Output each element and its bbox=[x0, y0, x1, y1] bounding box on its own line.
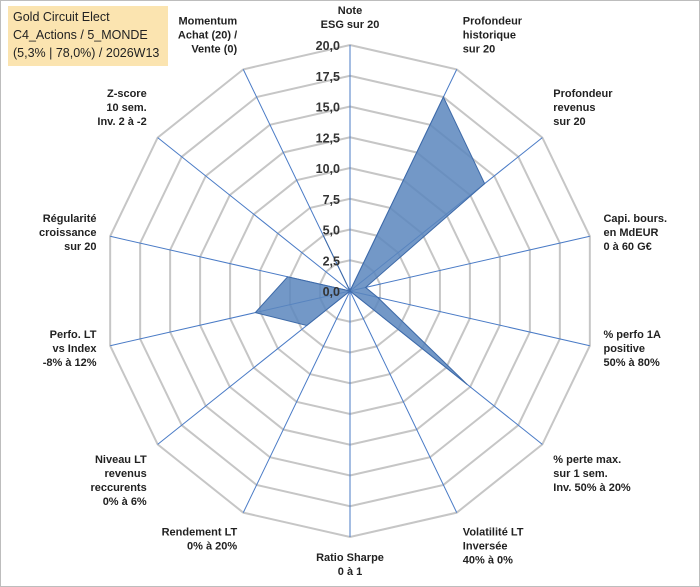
category-label: Momentum Achat (20) / Vente (0) bbox=[178, 16, 238, 56]
tick-label: 12,5 bbox=[316, 131, 340, 145]
axis-spoke bbox=[157, 137, 351, 292]
tick-label: 15,0 bbox=[316, 101, 340, 115]
tick-label: 5,0 bbox=[323, 224, 340, 238]
tick-label: 17,5 bbox=[316, 70, 340, 84]
category-label: Ratio Sharpe 0 à 1 bbox=[316, 552, 384, 578]
category-label: Profondeur historique sur 20 bbox=[463, 16, 523, 56]
category-label: Z-score 10 sem. Inv. 2 à -2 bbox=[97, 88, 146, 128]
axis-spoke bbox=[349, 235, 590, 292]
tick-label: 10,0 bbox=[316, 162, 340, 176]
category-label: Capi. bours. en MdEUR 0 à 60 G€ bbox=[603, 213, 667, 253]
title-line-3: (5,3% | 78,0%) / 2026W13 bbox=[13, 46, 160, 60]
axis-spoke bbox=[349, 290, 590, 347]
tick-label: 20,0 bbox=[316, 39, 340, 53]
category-label: Note ESG sur 20 bbox=[321, 5, 380, 31]
title-box: Gold Circuit Elect C4_Actions / 5_MONDE … bbox=[8, 6, 168, 66]
tick-label: 7,5 bbox=[323, 193, 340, 207]
axis-spoke bbox=[349, 290, 458, 513]
category-label: Rendement LT 0% à 20% bbox=[162, 526, 238, 552]
category-label: Profondeur revenus sur 20 bbox=[553, 88, 613, 128]
tick-label: 0,0 bbox=[323, 285, 340, 299]
title-line-2: C4_Actions / 5_MONDE bbox=[13, 28, 148, 42]
category-label: Volatilité LT Inversée 40% à 0% bbox=[463, 526, 524, 566]
category-label: Perfo. LT vs Index -8% à 12% bbox=[43, 329, 98, 369]
category-label: % perte max. sur 1 sem. Inv. 50% à 20% bbox=[553, 454, 631, 494]
category-label: Niveau LT revenus reccurents 0% à 6% bbox=[90, 454, 147, 508]
category-label: % perfo 1A positive 50% à 80% bbox=[603, 329, 661, 369]
axis-spoke bbox=[242, 290, 351, 513]
category-label: Régularité croissance sur 20 bbox=[39, 213, 96, 253]
title-line-1: Gold Circuit Elect bbox=[13, 10, 110, 24]
series-area bbox=[254, 95, 486, 385]
tick-label: 2,5 bbox=[323, 254, 340, 268]
